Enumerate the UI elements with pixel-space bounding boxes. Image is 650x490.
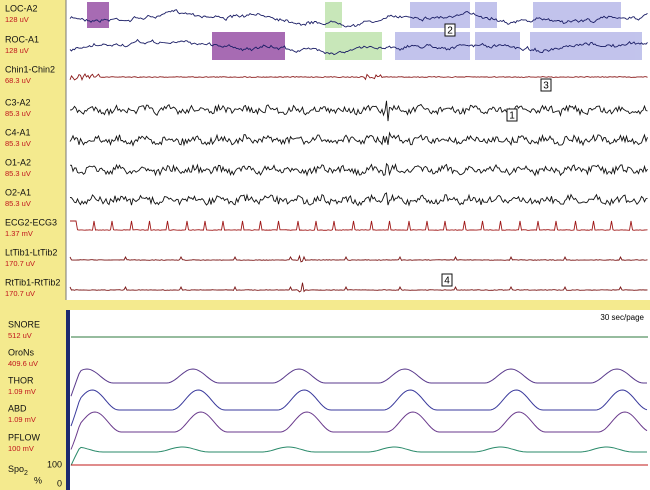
- labels: LOC-A2 128 uV ROC-A1 128 uV Chin1-Chin2 68.3 …: [5, 3, 552, 488]
- waveform: [69, 9, 648, 28]
- waveform: [70, 446, 647, 466]
- panel-border: [66, 310, 70, 490]
- channel-scale: 85.3 uV: [5, 109, 31, 118]
- highlight: [410, 2, 470, 28]
- channel-name: SNORE: [8, 319, 40, 329]
- spo2-label: Spo2: [8, 464, 28, 476]
- channel-name: LOC-A2: [5, 3, 38, 13]
- waveform: [69, 131, 648, 147]
- channel-name: C3-A2: [5, 97, 31, 107]
- highlight: [325, 2, 342, 28]
- channel-name: RtTib1-RtTib2: [5, 277, 60, 287]
- highlight: [395, 32, 470, 60]
- channel-name: LtTib1-LtTib2: [5, 247, 57, 257]
- channel-scale: 85.3 uV: [5, 199, 31, 208]
- highlight: [87, 2, 109, 28]
- spo2-bottom: 0: [57, 478, 62, 488]
- waveform: [69, 73, 648, 81]
- spo2-unit: %: [34, 475, 42, 485]
- waveform: [70, 100, 648, 122]
- waveform: [69, 38, 648, 56]
- marker: 2: [447, 26, 453, 37]
- channel-name: THOR: [8, 375, 34, 385]
- channel-name: OroNs: [8, 347, 35, 357]
- marker-box: [540, 78, 552, 92]
- channel-scale: 170.7 uV: [5, 289, 35, 298]
- spo2-subscript: 2: [24, 470, 28, 477]
- marker: 3: [543, 81, 549, 92]
- channel-name: ECG2-ECG3: [5, 217, 57, 227]
- channel-scale: 512 uV: [8, 331, 32, 340]
- channel-scale: 68.3 uV: [5, 76, 31, 85]
- spo2-top: 100: [47, 459, 62, 469]
- channel-name: O2-A1: [5, 187, 31, 197]
- channel-name: O1-A2: [5, 157, 31, 167]
- waveform: [70, 411, 648, 450]
- waveform: [69, 192, 648, 207]
- highlight: [530, 32, 642, 60]
- highlight: [325, 32, 382, 60]
- traces: [69, 9, 648, 466]
- waveform: [69, 162, 648, 177]
- channel-scale: 1.09 mV: [8, 415, 36, 424]
- waveform: [70, 368, 647, 397]
- channel-name: C4-A1: [5, 127, 31, 137]
- marker-box: [506, 108, 518, 122]
- top-label-panel: [0, 0, 66, 300]
- channel-name: PFLOW: [8, 432, 41, 442]
- waveform: [69, 254, 648, 263]
- spo2-name: Spo: [8, 464, 24, 474]
- marker: 4: [444, 276, 450, 287]
- page-duration: 30 sec/page: [600, 313, 644, 322]
- highlight: [533, 2, 621, 28]
- channel-scale: 1.09 mV: [8, 387, 36, 396]
- channel-scale: 85.3 uV: [5, 139, 31, 148]
- channel-scale: 409.6 uV: [8, 359, 38, 368]
- channel-scale: 1.37 mV: [5, 229, 33, 238]
- channel-scale: 170.7 uV: [5, 259, 35, 268]
- marker: 1: [509, 111, 515, 122]
- marker-box: [441, 273, 453, 287]
- waveform: [70, 220, 648, 231]
- channel-scale: 128 uV: [5, 46, 29, 55]
- waveform: [70, 389, 648, 427]
- channel-name: ROC-A1: [5, 34, 39, 44]
- bottom-label-panel: [0, 310, 66, 490]
- channel-scale: 85.3 uV: [5, 169, 31, 178]
- marker-box: [444, 23, 456, 37]
- waveform: [69, 282, 648, 293]
- highlight: [475, 2, 497, 28]
- highlight: [212, 32, 285, 60]
- channel-scale: 128 uV: [5, 15, 29, 24]
- channel-scale: 100 mV: [8, 444, 34, 453]
- separator: [0, 300, 650, 310]
- channel-name: ABD: [8, 403, 27, 413]
- channel-name: Chin1-Chin2: [5, 64, 55, 74]
